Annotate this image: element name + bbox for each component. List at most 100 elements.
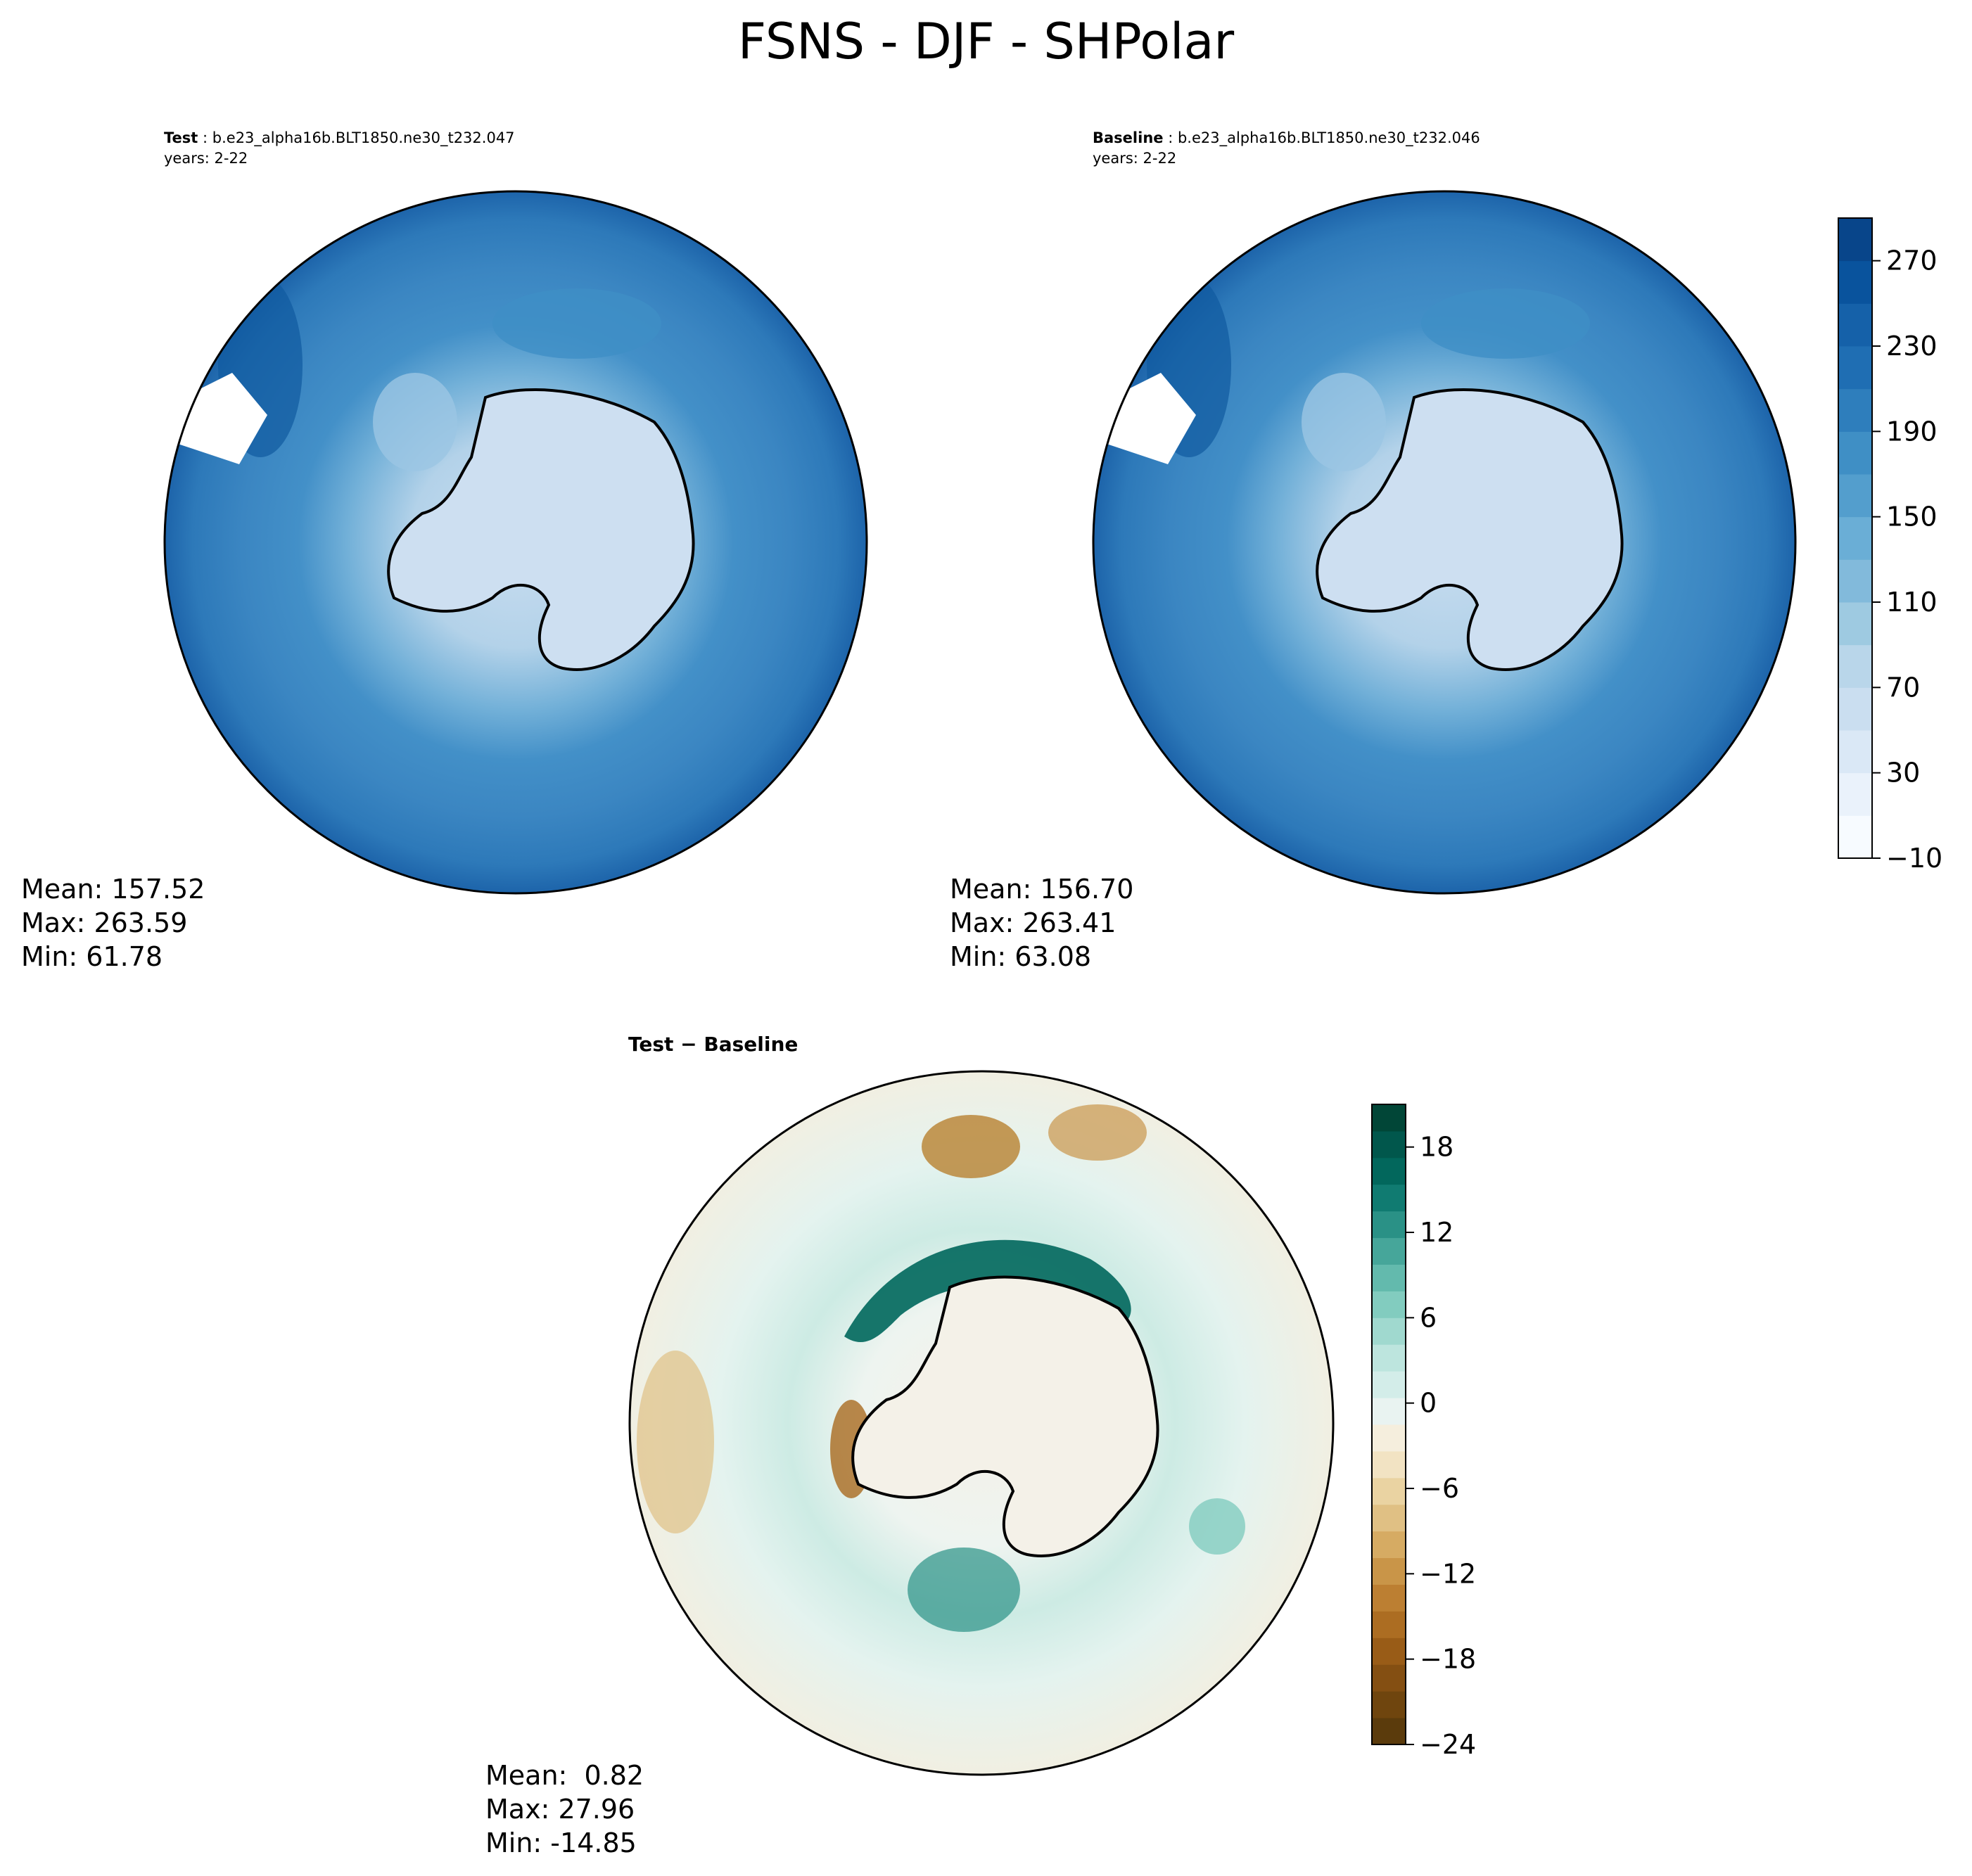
baseline-colorbar-segment (1838, 644, 1872, 688)
baseline-colorbar-segment (1838, 772, 1872, 816)
baseline-panel-title: Baseline (1093, 129, 1164, 146)
baseline-max: Max: 263.41 (950, 907, 1117, 938)
diff-colorbar-tick-label: −24 (1420, 1729, 1476, 1760)
diff-colorbar: −24 −18 −12 −6 0 6 12 18 (1371, 1104, 1476, 1760)
test-map-border (163, 190, 868, 895)
test-stats: Mean: 157.52 Max: 263.59 Min: 61.78 (21, 872, 205, 974)
baseline-colorbar-segment (1838, 260, 1872, 304)
diff-colorbar-segment (1372, 1424, 1406, 1452)
diff-map (628, 1070, 1335, 1776)
baseline-colorbar-segment (1838, 474, 1872, 518)
diff-colorbar-segment (1372, 1211, 1406, 1239)
baseline-colorbar-segment (1838, 730, 1872, 774)
diff-colorbar-tick-label: 18 (1420, 1132, 1453, 1163)
diff-colorbar-segment (1372, 1504, 1406, 1532)
diff-map-border (628, 1070, 1335, 1776)
baseline-min: Min: 63.08 (950, 941, 1092, 972)
diff-colorbar-segment (1372, 1371, 1406, 1398)
diff-field-patch (922, 1115, 1020, 1178)
diff-colorbar-segment (1372, 1718, 1406, 1745)
baseline-colorbar-tick-label: 270 (1886, 245, 1938, 276)
test-panel-title: Test (164, 129, 198, 146)
diff-colorbar-segment (1372, 1450, 1406, 1479)
diff-colorbar-tick-label: −18 (1420, 1644, 1476, 1675)
baseline-colorbar: −10 30 70 110 150 190 230 270 (1838, 217, 1942, 874)
baseline-map-border (1092, 190, 1797, 895)
test-map (163, 190, 868, 895)
baseline-stats: Mean: 156.70 Max: 263.41 Min: 63.08 (950, 872, 1133, 974)
test-mean: Mean: 157.52 (21, 874, 205, 905)
diff-colorbar-segment (1372, 1184, 1406, 1212)
diff-field-patch (1189, 1498, 1245, 1555)
baseline-colorbar-segment (1838, 602, 1872, 646)
baseline-field-patch (1302, 373, 1386, 471)
diff-colorbar-segment (1372, 1531, 1406, 1559)
test-field-patch (492, 288, 661, 359)
diff-field-patch (908, 1548, 1020, 1632)
diff-colorbar-segment (1372, 1104, 1406, 1132)
diff-colorbar-segment (1372, 1237, 1406, 1265)
diff-field-patch (637, 1351, 714, 1533)
baseline-years: years: 2-22 (1093, 150, 1177, 167)
diff-min: Min: -14.85 (485, 1827, 637, 1858)
diff-colorbar-segment (1372, 1611, 1406, 1638)
baseline-map (1092, 190, 1797, 895)
diff-colorbar-tick-label: −12 (1420, 1558, 1476, 1589)
diff-colorbar-tick-label: 12 (1420, 1217, 1453, 1248)
baseline-field-patch (1421, 288, 1590, 359)
diff-stats: Mean: 0.82 Max: 27.96 Min: -14.85 (485, 1759, 644, 1860)
baseline-colorbar-frame (1838, 217, 1873, 859)
baseline-colorbar-tick-label: 30 (1886, 758, 1920, 789)
baseline-colorbar-segment (1838, 388, 1872, 432)
baseline-colorbar-segment (1838, 815, 1872, 859)
baseline-colorbar-segment (1838, 687, 1872, 731)
baseline-panel-header: Baseline : b.e23_alpha16b.BLT1850.ne30_t… (1093, 129, 1480, 167)
diff-colorbar-segment (1372, 1557, 1406, 1585)
baseline-mean: Mean: 156.70 (950, 874, 1134, 905)
baseline-colorbar-tick-label: −10 (1886, 843, 1942, 874)
diff-colorbar-segment (1372, 1157, 1406, 1185)
diff-colorbar-tick-label: −6 (1420, 1473, 1459, 1504)
baseline-antarctica-outline (1316, 388, 1624, 671)
diff-colorbar-segment (1372, 1291, 1406, 1318)
test-field-patch (373, 373, 457, 471)
baseline-colorbar-segment (1838, 516, 1872, 560)
baseline-colorbar-tick-label: 190 (1886, 416, 1938, 447)
baseline-colorbar-tick-label: 110 (1886, 587, 1938, 618)
baseline-colorbar-tick-label: 150 (1886, 502, 1938, 532)
test-antarctica-outline (387, 388, 695, 671)
baseline-colorbar-segment (1838, 559, 1872, 603)
figure-title: FSNS - DJF - SHPolar (737, 13, 1235, 70)
diff-antarctica-outline (851, 1275, 1159, 1557)
test-missing-data (176, 373, 267, 464)
test-max: Max: 263.59 (21, 907, 188, 938)
diff-field-patch (1048, 1104, 1147, 1161)
baseline-run-name: b.e23_alpha16b.BLT1850.ne30_t232.046 (1177, 129, 1480, 146)
diff-positive-band (844, 1239, 1131, 1343)
diff-colorbar-segment (1372, 1398, 1406, 1425)
diff-colorbar-segment (1372, 1477, 1406, 1505)
baseline-colorbar-segment (1838, 303, 1872, 347)
baseline-colorbar-segment (1838, 346, 1872, 390)
diff-mean: Mean: 0.82 (485, 1760, 644, 1791)
diff-colorbar-segment (1372, 1664, 1406, 1692)
diff-colorbar-tick-label: 0 (1420, 1388, 1437, 1419)
diff-colorbar-segment (1372, 1264, 1406, 1291)
baseline-colorbar-segment (1838, 218, 1872, 262)
test-run-name: b.e23_alpha16b.BLT1850.ne30_t232.047 (212, 129, 515, 146)
diff-colorbar-segment (1372, 1317, 1406, 1345)
baseline-colorbar-tick-label: 70 (1886, 672, 1920, 703)
test-panel-header: Test : b.e23_alpha16b.BLT1850.ne30_t232.… (164, 129, 515, 167)
test-years: years: 2-22 (164, 150, 248, 167)
baseline-missing-data (1105, 373, 1196, 464)
test-min: Min: 61.78 (21, 941, 163, 972)
diff-max: Max: 27.96 (485, 1794, 635, 1825)
diff-colorbar-frame (1371, 1104, 1406, 1745)
baseline-colorbar-tick-label: 230 (1886, 331, 1938, 362)
diff-colorbar-segment (1372, 1130, 1406, 1159)
diff-colorbar-tick-label: 6 (1420, 1302, 1437, 1333)
diff-colorbar-segment (1372, 1691, 1406, 1718)
diff-colorbar-segment (1372, 1584, 1406, 1612)
diff-colorbar-segment (1372, 1638, 1406, 1665)
